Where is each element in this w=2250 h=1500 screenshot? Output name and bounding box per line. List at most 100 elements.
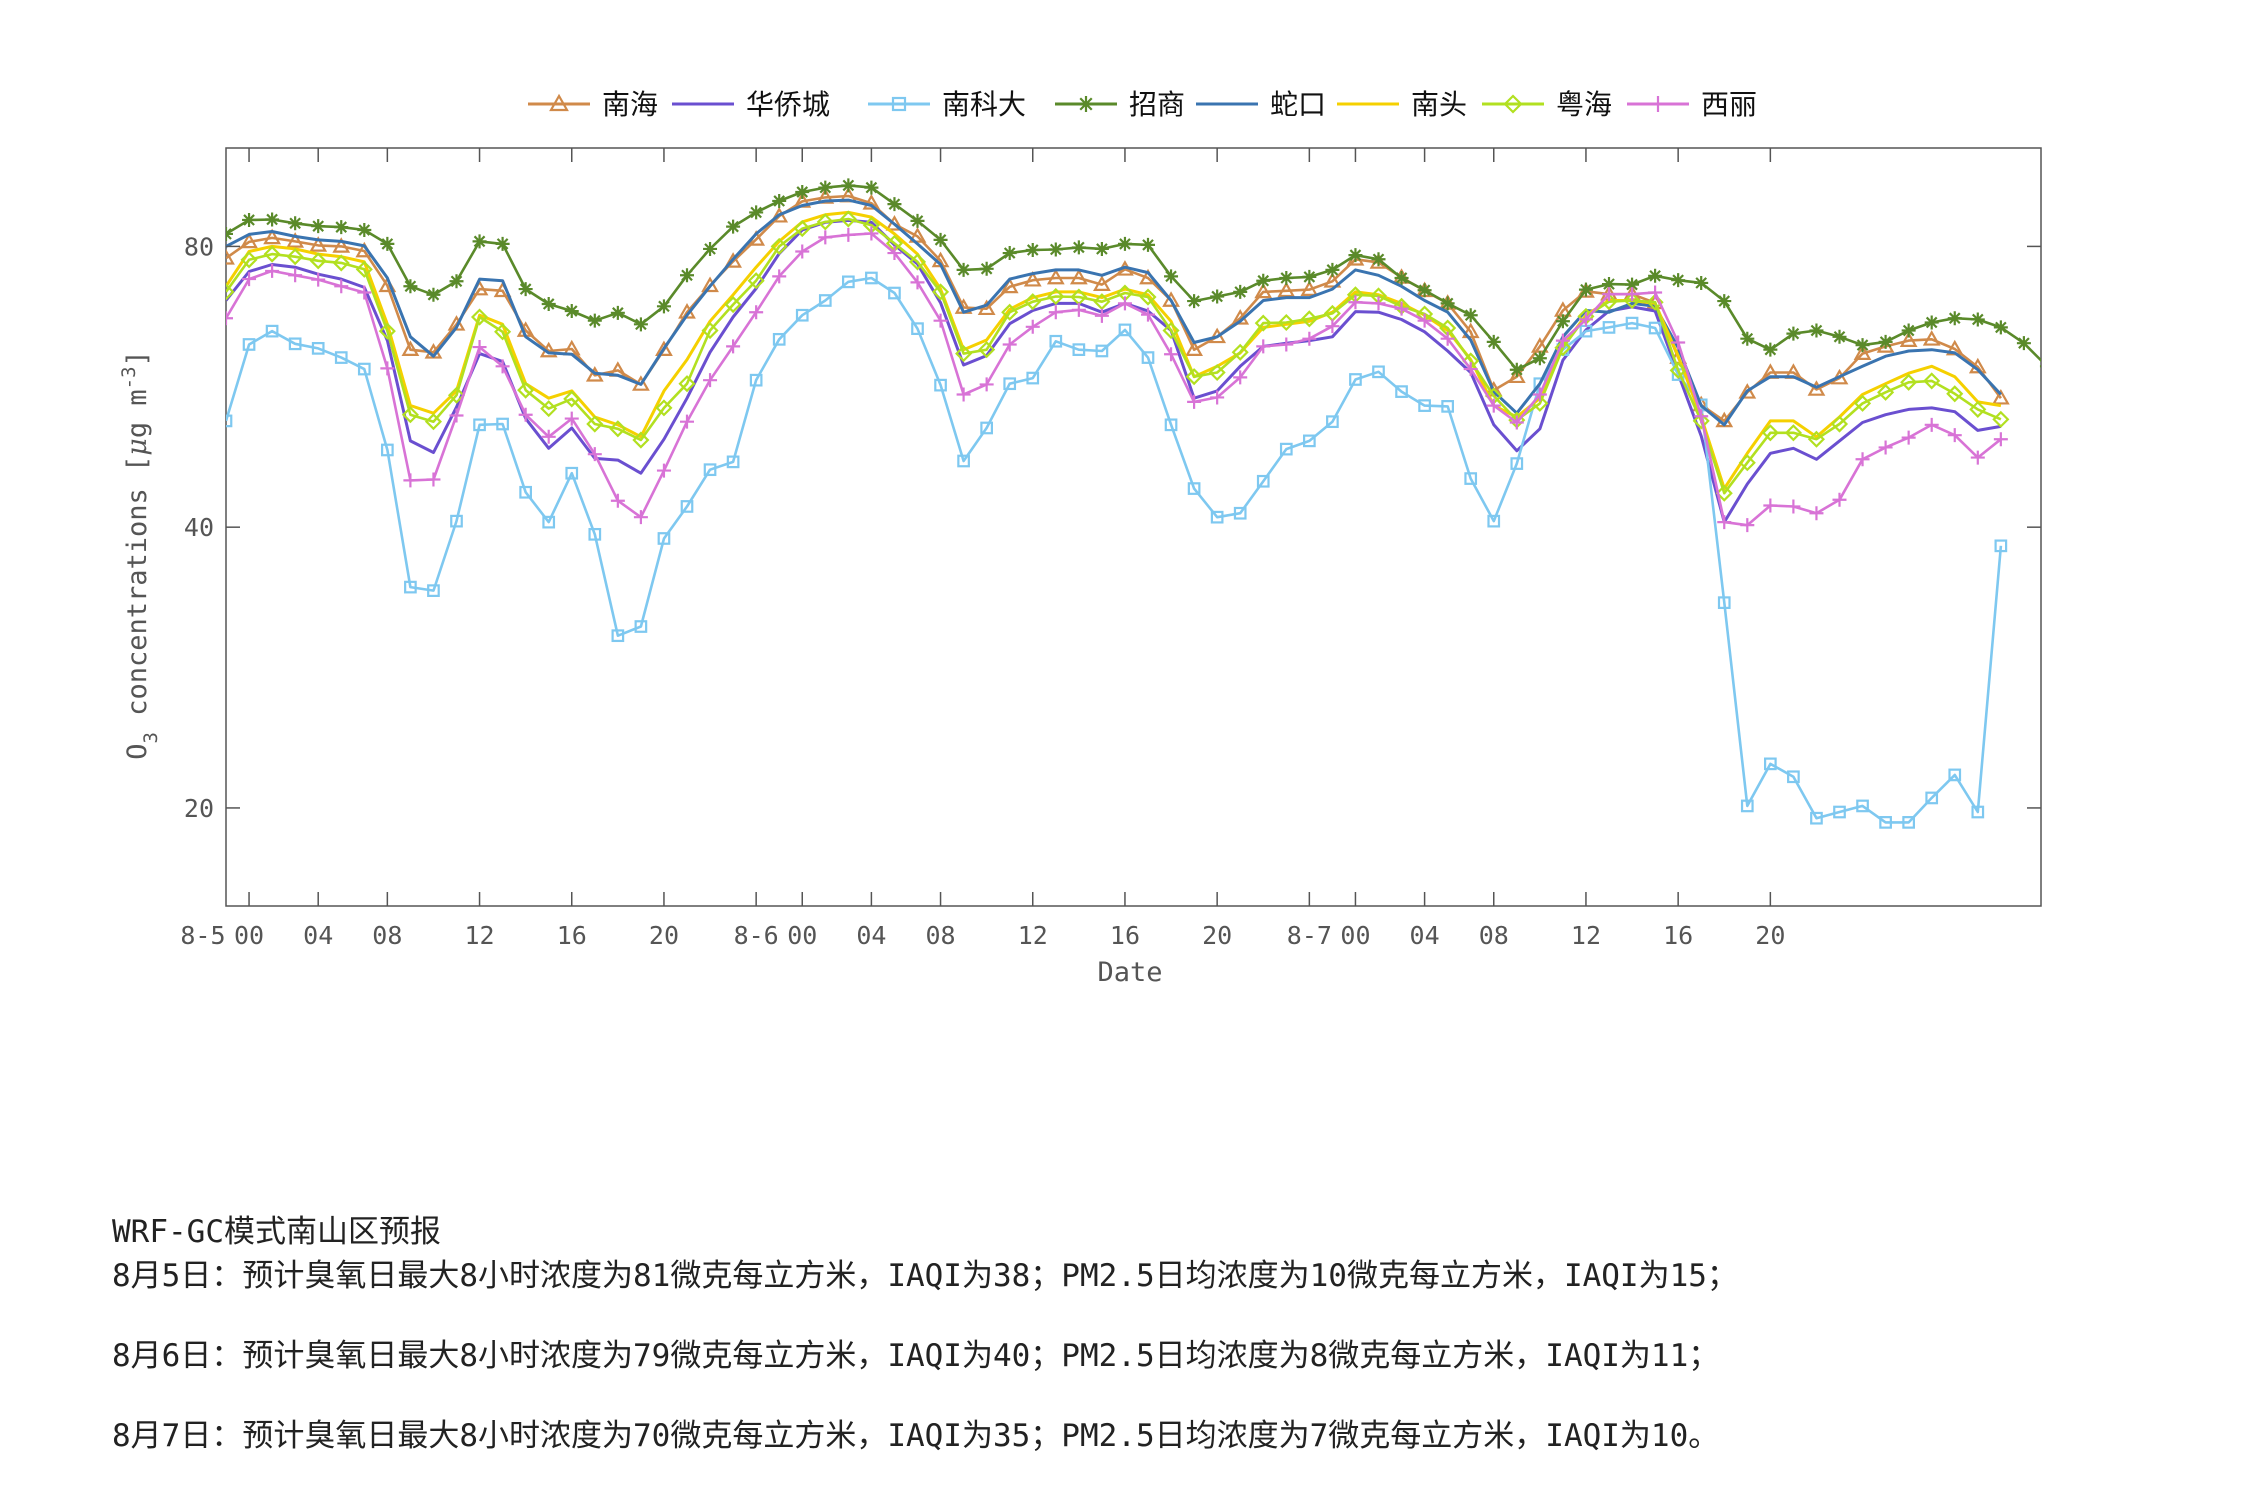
data-point-marker: [1187, 294, 1202, 309]
data-point-marker: [1832, 492, 1847, 507]
data-point-marker: [240, 251, 258, 269]
data-point-marker: [1395, 385, 1408, 398]
data-point-marker: [887, 246, 902, 261]
data-point-marker: [447, 386, 466, 404]
data-point-marker: [540, 400, 558, 418]
data-point-marker: [1231, 343, 1249, 361]
data-point-marker: [549, 93, 569, 112]
data-point-marker: [1486, 398, 1501, 413]
x-tick-label: 04: [856, 921, 886, 950]
data-point-marker: [1254, 314, 1272, 332]
data-point-marker: [865, 271, 878, 285]
data-point-marker: [1740, 518, 1755, 533]
x-tick-label: 08: [1479, 921, 1509, 950]
data-point-marker: [286, 248, 304, 266]
data-point-marker: [1578, 282, 1593, 297]
data-point-marker: [1969, 400, 1987, 418]
data-point-marker: [1185, 340, 1203, 357]
data-point-marker: [1786, 499, 1801, 514]
data-point-marker: [586, 415, 604, 433]
data-point-marker: [1786, 326, 1801, 341]
data-point-marker: [1503, 94, 1523, 114]
data-point-marker: [242, 272, 257, 287]
series-4: [226, 178, 2041, 377]
data-point-marker: [288, 216, 303, 231]
data-point-marker: [242, 338, 256, 351]
data-point-marker: [1991, 388, 2010, 405]
data-point-marker: [610, 305, 625, 320]
data-point-marker: [1302, 269, 1317, 284]
x-tick-label: 00: [1340, 921, 1370, 950]
legend-item-8: 西丽: [1627, 88, 1757, 121]
data-point-marker: [1277, 281, 1296, 298]
data-point-marker: [1326, 415, 1339, 429]
data-point-marker: [772, 193, 787, 208]
data-point-marker: [1164, 418, 1178, 432]
data-point-marker: [749, 305, 764, 320]
series-5: [226, 198, 2002, 427]
data-point-marker: [1025, 319, 1040, 334]
series-8: [226, 226, 2008, 533]
data-point-marker: [1993, 320, 2008, 335]
data-point-marker: [795, 308, 809, 322]
x-tick-label: 12: [1571, 921, 1601, 950]
data-point-marker: [1671, 273, 1686, 288]
legend-label: 西丽: [1701, 88, 1757, 121]
data-point-marker: [265, 263, 280, 278]
data-point-marker: [656, 463, 671, 478]
data-point-marker: [288, 268, 303, 283]
data-point-marker: [1625, 277, 1640, 292]
data-point-marker: [979, 377, 994, 392]
x-tick-label: 8-5: [180, 921, 225, 950]
data-point-marker: [610, 493, 625, 508]
data-point-marker: [655, 399, 673, 417]
data-point-marker: [449, 408, 464, 423]
data-point-marker: [657, 532, 671, 545]
data-point-marker: [426, 472, 441, 487]
data-point-marker: [1648, 268, 1663, 283]
data-point-marker: [401, 406, 419, 424]
data-point-marker: [1625, 316, 1639, 330]
data-point-marker: [1139, 288, 1157, 306]
data-point-marker: [334, 220, 349, 235]
data-point-marker: [1394, 270, 1409, 285]
plot-area-frame: [225, 147, 2042, 907]
data-point-marker: [1879, 816, 1892, 829]
data-point-marker: [1233, 370, 1248, 385]
data-point-marker: [956, 387, 971, 402]
data-point-marker: [1532, 387, 1547, 402]
data-point-marker: [1509, 362, 1524, 377]
data-point-marker: [680, 414, 694, 429]
data-point-marker: [1141, 351, 1155, 364]
data-point-marker: [1256, 273, 1271, 288]
data-point-marker: [1463, 308, 1478, 323]
data-point-marker: [449, 274, 464, 289]
data-point-marker: [332, 254, 350, 272]
data-point-marker: [401, 340, 420, 357]
legend-item-2: 华侨城: [672, 88, 830, 121]
data-point-marker: [1024, 293, 1042, 311]
data-point-marker: [841, 227, 856, 242]
data-point-marker: [1787, 770, 1800, 784]
data-point-marker: [587, 447, 602, 462]
data-point-marker: [472, 234, 487, 249]
x-tick-label: 16: [1110, 921, 1140, 950]
data-point-marker: [910, 275, 925, 290]
data-point-marker: [980, 421, 994, 435]
data-point-marker: [1853, 394, 1872, 412]
data-point-marker: [1069, 268, 1088, 285]
data-point-marker: [564, 304, 579, 319]
data-point-marker: [1971, 805, 1985, 819]
data-point-marker: [1071, 302, 1086, 317]
data-point-marker: [1509, 415, 1524, 430]
data-point-marker: [1694, 409, 1709, 424]
data-point-marker: [1922, 330, 1941, 346]
data-point-marker: [1925, 791, 1939, 805]
data-point-marker: [265, 324, 279, 338]
legend-item-5: 蛇口: [1196, 88, 1326, 121]
data-point-marker: [1648, 321, 1662, 335]
data-point-marker: [1348, 295, 1363, 310]
data-point-marker: [1187, 394, 1202, 409]
data-point-marker: [818, 230, 833, 245]
data-point-marker: [1210, 390, 1225, 405]
